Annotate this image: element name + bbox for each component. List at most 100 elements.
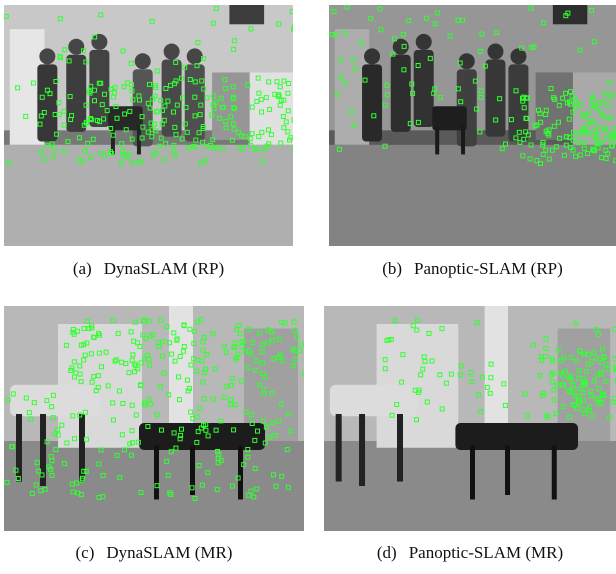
feature-point — [54, 131, 60, 137]
feature-point — [605, 103, 611, 108]
feature-point — [230, 121, 236, 127]
feature-point — [136, 159, 142, 165]
feature-point — [543, 107, 549, 113]
feature-point — [580, 376, 586, 382]
feature-point — [537, 373, 543, 379]
feature-point — [478, 88, 484, 94]
feature-point — [156, 143, 162, 149]
feature-point — [335, 91, 341, 97]
feature-point — [523, 95, 529, 101]
feature-point — [539, 357, 545, 363]
feature-point — [109, 151, 115, 156]
feature-point — [271, 356, 277, 362]
feature-point — [201, 56, 206, 61]
feature-point — [15, 85, 21, 91]
feature-point — [272, 91, 278, 97]
feature-point — [263, 424, 269, 430]
feature-point — [248, 26, 254, 32]
feature-point — [469, 379, 475, 385]
feature-point — [239, 133, 245, 139]
feature-point — [581, 390, 587, 396]
feature-point — [213, 100, 219, 106]
feature-point — [457, 372, 463, 378]
feature-point — [194, 439, 200, 445]
feature-point — [596, 386, 602, 392]
feature-point — [595, 145, 601, 151]
robot-leg — [397, 414, 403, 482]
feature-point — [135, 340, 140, 346]
feature-point — [576, 368, 582, 374]
feature-point — [231, 38, 237, 44]
feature-point — [287, 137, 292, 143]
feature-point — [52, 431, 58, 437]
feature-point — [603, 361, 609, 367]
feature-point — [291, 146, 293, 152]
feature-point — [177, 397, 182, 403]
feature-point — [138, 382, 143, 388]
feature-point — [68, 117, 74, 122]
feature-point — [168, 82, 174, 88]
feature-point — [231, 126, 237, 132]
feature-point — [274, 79, 280, 85]
feature-point — [573, 105, 579, 111]
feature-point — [350, 57, 356, 63]
feature-point — [543, 128, 549, 134]
robot-dog-body — [432, 106, 467, 131]
feature-point — [595, 123, 601, 129]
feature-point — [84, 436, 89, 442]
feature-point — [272, 432, 278, 438]
feature-point — [578, 386, 584, 392]
feature-point — [72, 436, 77, 442]
feature-point — [49, 141, 55, 147]
feature-point — [257, 330, 262, 336]
feature-point — [252, 437, 258, 443]
feature-point — [94, 118, 100, 123]
feature-point — [332, 32, 338, 38]
feature-point — [41, 157, 47, 162]
feature-point — [292, 24, 293, 30]
feature-point — [86, 89, 92, 94]
panel-b-tag: (b) — [382, 259, 403, 278]
feature-point — [277, 84, 283, 90]
feature-point — [158, 135, 164, 141]
feature-point — [51, 153, 56, 159]
robot-leg — [40, 414, 46, 486]
feature-point — [601, 355, 607, 360]
feature-point — [192, 113, 198, 119]
feature-point — [338, 57, 344, 63]
feature-point — [270, 337, 275, 343]
feature-point — [234, 355, 239, 361]
feature-point — [233, 402, 238, 408]
feature-point — [171, 430, 177, 436]
feature-point — [230, 105, 236, 111]
feature-point — [294, 334, 300, 340]
feature-point — [534, 122, 540, 128]
feature-point — [152, 93, 158, 99]
feature-point — [203, 427, 209, 433]
person-body — [413, 49, 434, 128]
feature-point — [81, 326, 87, 332]
panel-d-caption: (d) Panoptic-SLAM (MR) — [324, 543, 616, 563]
feature-point — [420, 366, 426, 372]
feature-point — [181, 344, 187, 349]
feature-point — [81, 468, 87, 474]
feature-point — [530, 342, 536, 348]
feature-point — [44, 398, 50, 404]
feature-point — [210, 331, 216, 337]
feature-point — [251, 494, 257, 500]
feature-point — [377, 6, 383, 12]
feature-point — [172, 153, 178, 159]
feature-point — [204, 95, 210, 101]
feature-point — [502, 402, 508, 408]
robot-dog-body — [108, 106, 143, 131]
panel-c-caption: (c) DynaSLAM (MR) — [4, 543, 304, 563]
person-body — [508, 64, 529, 142]
feature-point — [111, 417, 116, 423]
feature-point — [223, 118, 229, 124]
feature-point — [602, 126, 608, 132]
feature-point — [113, 357, 119, 363]
feature-point — [279, 319, 285, 325]
feature-point — [161, 370, 167, 376]
feature-point — [211, 106, 217, 112]
